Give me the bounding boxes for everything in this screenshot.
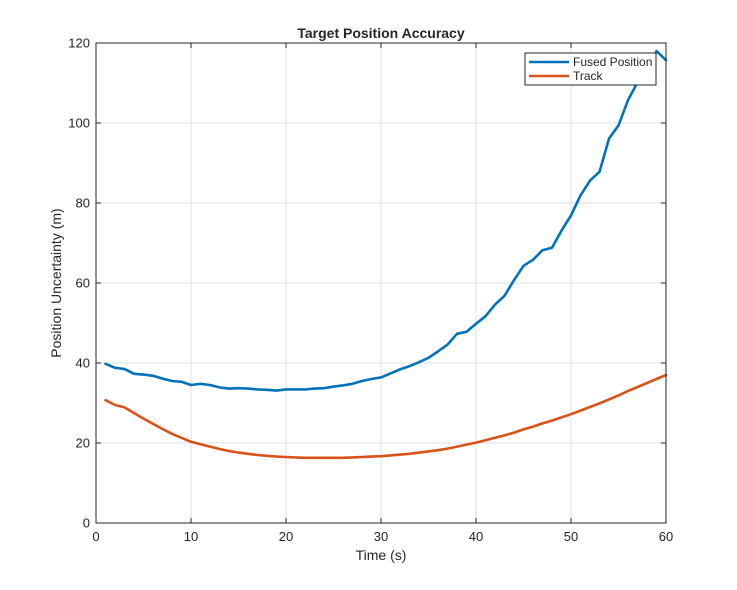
x-tick-label: 50 bbox=[564, 529, 578, 544]
series-group bbox=[104, 49, 668, 460]
x-tick-label: 10 bbox=[184, 529, 198, 544]
x-axis-label: Time (s) bbox=[356, 547, 407, 563]
legend: Fused Position Track bbox=[524, 52, 657, 86]
y-tick-label: 0 bbox=[83, 516, 90, 531]
y-tick-label: 80 bbox=[76, 196, 90, 211]
legend-label-track: Track bbox=[573, 69, 604, 83]
y-tick-label: 60 bbox=[76, 276, 90, 291]
x-tick-label: 40 bbox=[469, 529, 483, 544]
y-tick-label: 20 bbox=[76, 436, 90, 451]
plot-frame bbox=[95, 42, 667, 524]
y-axis-label: Position Uncertainty (m) bbox=[48, 208, 64, 357]
legend-box bbox=[524, 52, 657, 86]
series-line-fused-position bbox=[104, 49, 668, 392]
x-tick-label: 20 bbox=[279, 529, 293, 544]
legend-label-fused-position: Fused Position bbox=[573, 55, 652, 69]
x-tick-label: 30 bbox=[374, 529, 388, 544]
x-tick-label: 0 bbox=[92, 529, 99, 544]
y-tick-label: 100 bbox=[68, 116, 90, 131]
y-tick-label: 40 bbox=[76, 356, 90, 371]
x-tick-label: 60 bbox=[659, 529, 673, 544]
tick-labels: 0 10 20 30 40 50 60 0 20 40 60 80 100 120 bbox=[68, 36, 673, 545]
series-line-track bbox=[104, 373, 668, 460]
y-tick-label: 120 bbox=[68, 36, 90, 51]
chart-title: Target Position Accuracy bbox=[297, 25, 464, 41]
